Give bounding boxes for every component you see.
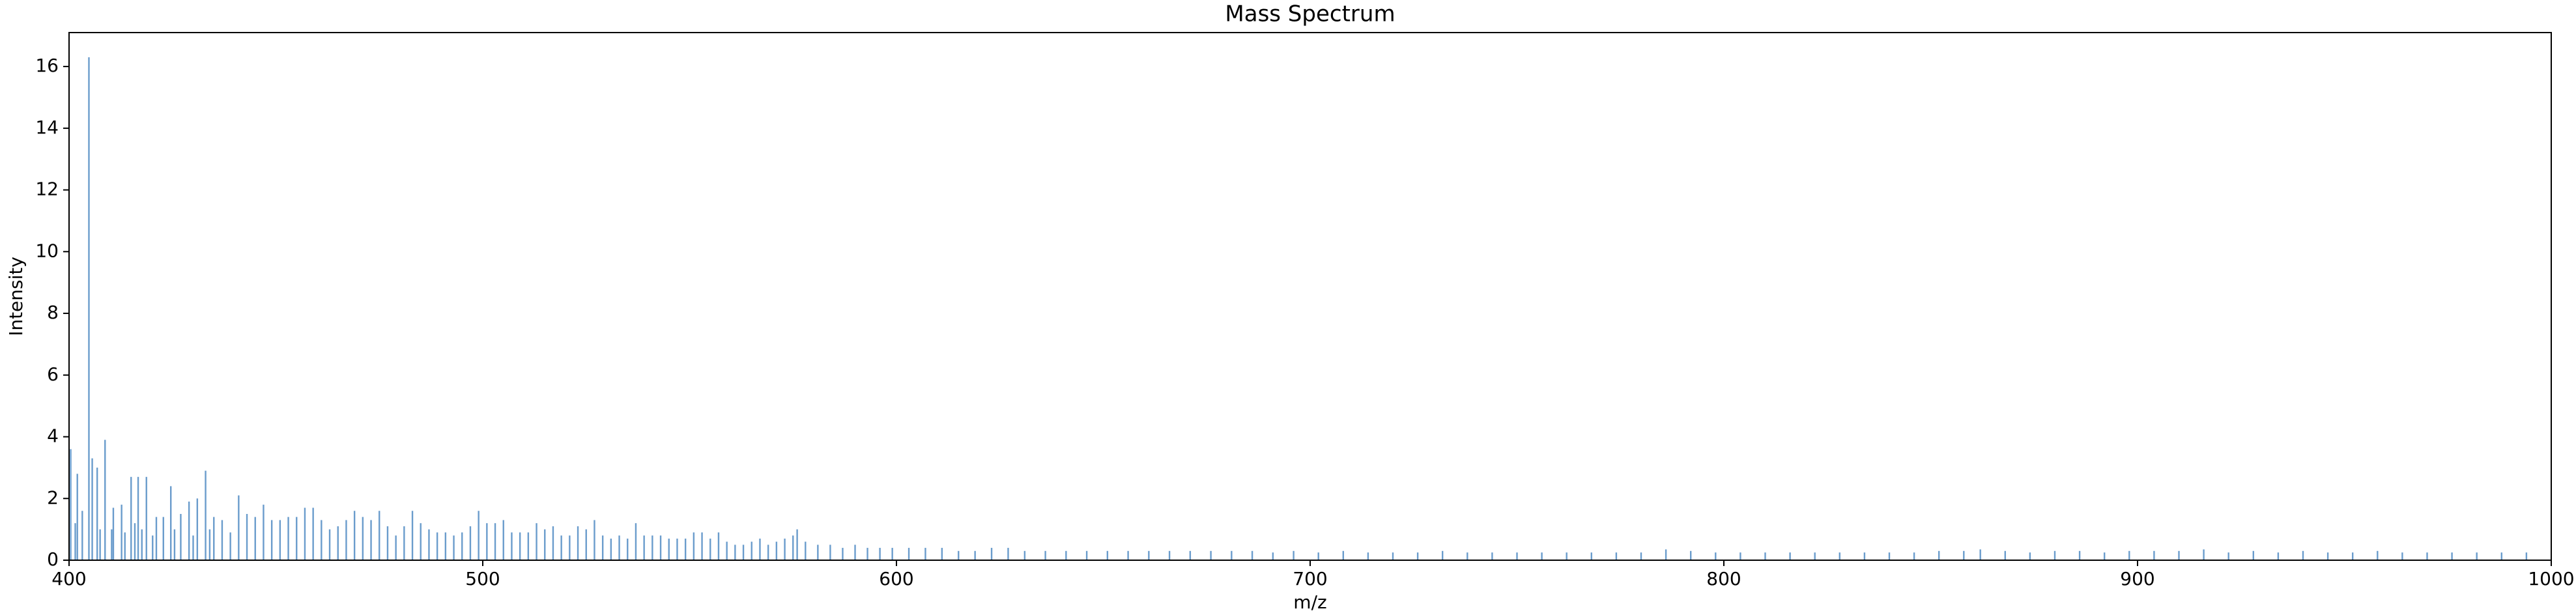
y-tick-label: 14 <box>35 117 59 138</box>
y-tick-label: 4 <box>47 425 59 447</box>
x-tick-label: 700 <box>1293 568 1327 590</box>
y-tick-label: 8 <box>47 302 59 323</box>
y-tick-label: 12 <box>35 178 59 200</box>
x-axis-label: m/z <box>1293 591 1326 611</box>
y-tick-label: 6 <box>47 363 59 385</box>
y-tick-label: 10 <box>35 240 59 261</box>
y-tick-label: 16 <box>35 55 59 76</box>
y-tick-label: 0 <box>47 548 59 570</box>
x-tick-label: 600 <box>879 568 913 590</box>
x-tick-label: 800 <box>1706 568 1741 590</box>
plot-frame <box>68 32 2552 561</box>
chart-title: Mass Spectrum <box>1225 1 1395 27</box>
y-tick-label: 2 <box>47 487 59 508</box>
x-tick-label: 500 <box>465 568 500 590</box>
x-tick-label: 900 <box>2120 568 2154 590</box>
y-axis-label: Intensity <box>5 257 27 336</box>
x-tick-label: 400 <box>51 568 86 590</box>
x-tick-label: 1000 <box>2528 568 2574 590</box>
